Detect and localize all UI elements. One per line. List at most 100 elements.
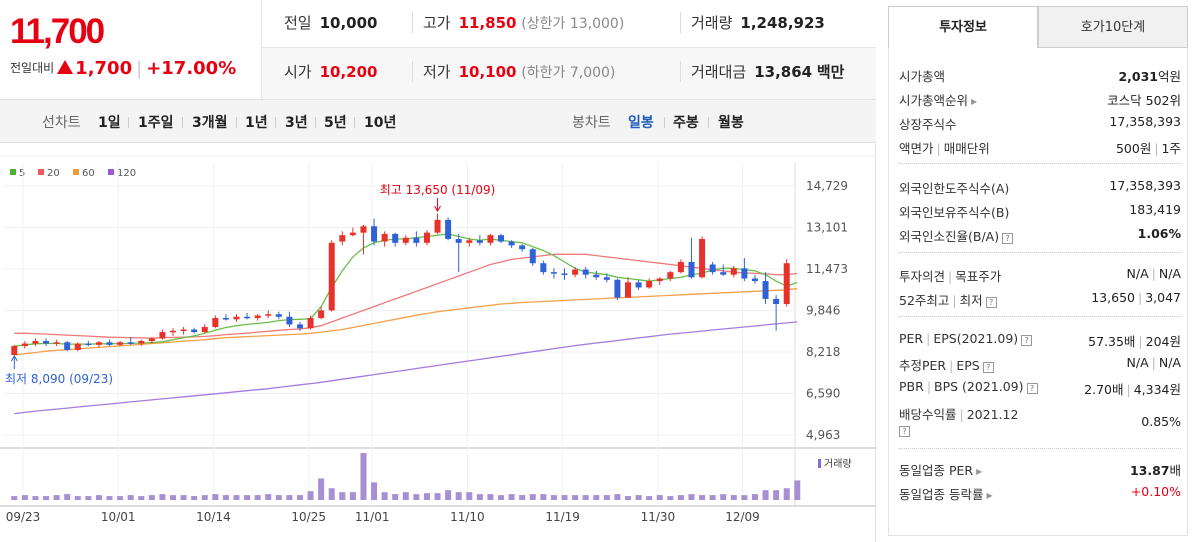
x-tick-label: 11/19 bbox=[545, 510, 580, 524]
help-icon[interactable]: ? bbox=[1021, 335, 1033, 346]
pipe-separator: | bbox=[952, 293, 957, 308]
max-price-annotation: 최고 13,650 (11/09) bbox=[380, 183, 496, 197]
volume-bar bbox=[64, 494, 71, 500]
sector-change-row[interactable]: 동일업종 등락률 ▶ +0.10% bbox=[899, 484, 1181, 504]
pipe-separator: | bbox=[948, 269, 953, 284]
amount-unit: 백만 bbox=[816, 63, 845, 81]
candle-body bbox=[445, 219, 452, 240]
low-label: 저가 bbox=[423, 63, 451, 81]
tab-3-year[interactable]: 3년 bbox=[285, 115, 308, 131]
volume-bar bbox=[74, 496, 81, 500]
sector-per-label: 동일업종 PER bbox=[899, 463, 974, 478]
candle-body bbox=[561, 273, 568, 275]
candle-body bbox=[434, 219, 441, 233]
tab-weekly[interactable]: 주봉 bbox=[673, 115, 699, 131]
section-divider bbox=[899, 448, 1181, 449]
volume-bar bbox=[85, 496, 92, 500]
pbr-value-wrap: 2.70배 | 4,334원 bbox=[1084, 379, 1181, 398]
candle-body bbox=[667, 272, 674, 279]
volume-bar bbox=[540, 494, 547, 500]
volume-bar bbox=[720, 494, 727, 500]
foreign-ratio-label-wrap: 외국인소진율(B/A)? bbox=[899, 226, 1014, 245]
dividend-label: 배당수익률 bbox=[899, 407, 957, 422]
foreign-limit-value: 17,358,393 bbox=[1109, 178, 1181, 193]
volume-bar bbox=[614, 494, 621, 500]
foreign-ratio-label: 외국인소진율(B/A) bbox=[899, 229, 1000, 244]
tab-daily[interactable]: 일봉 bbox=[628, 115, 654, 131]
pipe-separator: | bbox=[1151, 266, 1156, 281]
candle-body bbox=[741, 268, 748, 279]
tab-orderbook-10[interactable]: 호가10단계 bbox=[1038, 6, 1188, 48]
arrow-right-icon: ▶ bbox=[976, 467, 983, 476]
opinion-label: 투자의견 bbox=[899, 269, 946, 284]
per-label-wrap: PER | EPS(2021.09)? bbox=[899, 331, 1033, 346]
candle-body bbox=[624, 282, 631, 298]
open-value: 10,200 bbox=[319, 63, 378, 81]
volume-bar bbox=[699, 495, 706, 500]
help-icon[interactable]: ? bbox=[1002, 233, 1014, 244]
market-cap-row: 시가총액 2,031억원 bbox=[899, 66, 1181, 86]
tab-10-year[interactable]: 10년 bbox=[364, 115, 397, 131]
tab-5-year[interactable]: 5년 bbox=[324, 115, 347, 131]
high-price: 고가 11,850 (상한가 13,000) bbox=[412, 12, 624, 33]
ma120-line bbox=[14, 321, 798, 415]
market-cap-label: 시가총액 bbox=[899, 69, 946, 84]
x-tick-label: 10/14 bbox=[196, 510, 231, 524]
help-icon[interactable]: ? bbox=[899, 426, 910, 437]
tab-invest-info[interactable]: 투자정보 bbox=[888, 6, 1038, 48]
volume-bar bbox=[318, 478, 325, 500]
candle-body bbox=[286, 316, 293, 325]
help-icon[interactable]: ? bbox=[985, 297, 997, 308]
volume-bar bbox=[529, 494, 536, 500]
candle-body bbox=[455, 239, 462, 243]
x-tick-label: 11/10 bbox=[450, 510, 485, 524]
volume-bar bbox=[402, 492, 409, 500]
candle-body bbox=[117, 342, 124, 345]
help-icon[interactable]: ? bbox=[1026, 383, 1038, 394]
lower-limit: (하한가 7,000) bbox=[521, 65, 616, 81]
tab-monthly[interactable]: 월봉 bbox=[718, 115, 744, 131]
volume-bar bbox=[32, 496, 39, 500]
tab-1-day[interactable]: 1일 bbox=[98, 115, 121, 131]
eps-value: 204원 bbox=[1145, 334, 1181, 349]
candle-body bbox=[127, 342, 134, 344]
volume-bar bbox=[339, 492, 346, 500]
volume-bar bbox=[95, 495, 102, 500]
help-icon[interactable]: ? bbox=[982, 362, 994, 373]
candle-body bbox=[677, 261, 684, 273]
change-row: 전일대비 1,700 | +17.00% bbox=[10, 58, 236, 79]
market-cap-rank-row[interactable]: 시가총액순위 ▶ 코스닥 502위 bbox=[899, 90, 1181, 110]
rank-label-wrap: 시가총액순위 ▶ bbox=[899, 90, 977, 109]
candle-body bbox=[582, 269, 589, 275]
sector-change-label: 동일업종 등락률 bbox=[899, 487, 984, 502]
volume-bar bbox=[667, 496, 674, 500]
candle-body bbox=[138, 340, 145, 344]
prev-close-value: 10,000 bbox=[319, 14, 378, 32]
sector-per-row[interactable]: 동일업종 PER ▶ 13.87배 bbox=[899, 460, 1181, 480]
section-divider bbox=[899, 252, 1181, 253]
pbr-label-wrap: PBR | BPS (2021.09)? bbox=[899, 379, 1038, 394]
candle-body bbox=[32, 340, 39, 344]
candle-body bbox=[519, 245, 526, 250]
rank-label: 시가총액순위 bbox=[899, 93, 969, 108]
volume-bar bbox=[624, 496, 631, 500]
tab-1-week[interactable]: 1주일 bbox=[138, 115, 174, 131]
candlestick-chart: 5 20 60 120 14,729 13,101 11,473 9,846 8,218 6,59… bbox=[0, 155, 876, 524]
pipe-separator: | bbox=[959, 407, 964, 422]
volume-bar bbox=[275, 495, 282, 500]
volume-bar bbox=[170, 495, 177, 500]
pbr-label: PBR bbox=[899, 379, 924, 394]
tab-3-month[interactable]: 3개월 bbox=[192, 115, 228, 131]
volume-bar bbox=[434, 493, 441, 500]
y-tick-label: 14,729 bbox=[806, 179, 848, 193]
volume-bar bbox=[43, 496, 50, 500]
volume-bar bbox=[265, 494, 272, 500]
pipe-separator: | bbox=[1126, 382, 1131, 397]
market-cap-unit: 억원 bbox=[1157, 69, 1181, 84]
volume-bar bbox=[392, 494, 399, 500]
candle-body bbox=[423, 232, 430, 243]
candle-body bbox=[307, 318, 314, 329]
par-value: 500원 bbox=[1115, 141, 1152, 156]
volume-bar bbox=[212, 494, 219, 500]
tab-1-year[interactable]: 1년 bbox=[245, 115, 268, 131]
